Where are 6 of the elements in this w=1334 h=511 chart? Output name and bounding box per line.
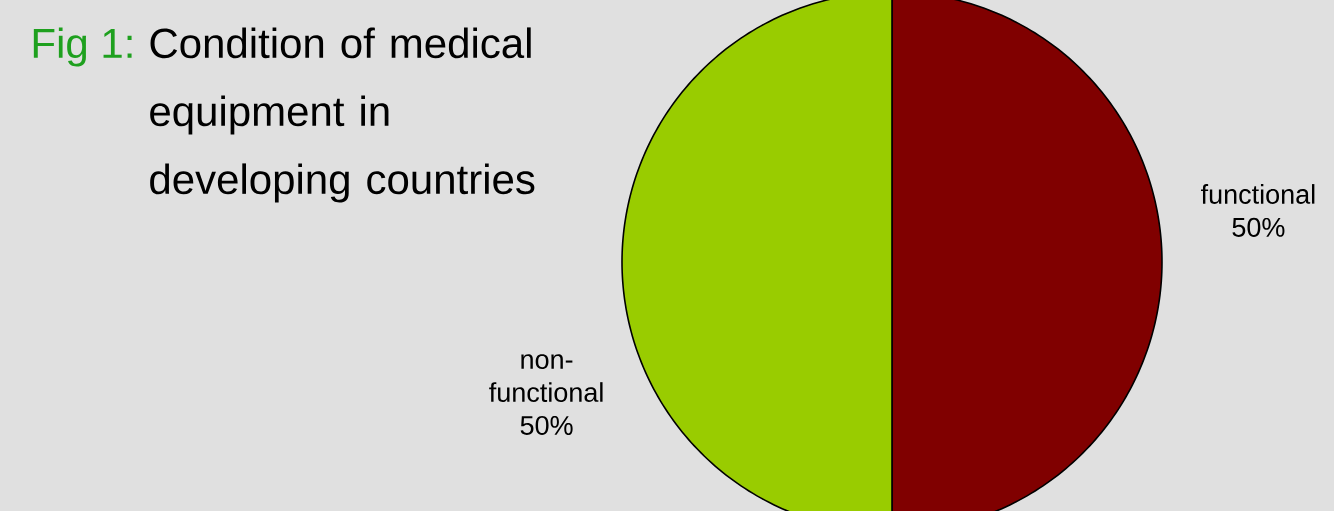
data-label: 50% [520,415,573,435]
data-label: 50% [1232,217,1285,237]
text: Condition of medical equipment in developing countries [150,27,535,203]
slice-label: functional [1200,184,1315,204]
caption: Fig 1: [33,27,132,67]
slice-label: non-functional [489,354,603,402]
